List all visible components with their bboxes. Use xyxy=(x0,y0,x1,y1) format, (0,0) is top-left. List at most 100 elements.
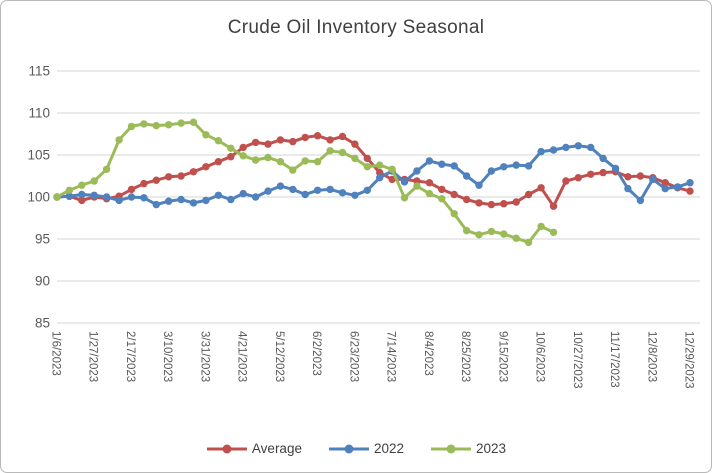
legend-marker-icon xyxy=(431,444,472,453)
series-marker-2023 xyxy=(102,165,111,173)
series-marker-2022 xyxy=(326,185,334,194)
y-axis-label: 95 xyxy=(35,232,50,247)
series-marker-2022 xyxy=(264,187,272,195)
legend-label: 2023 xyxy=(476,441,507,456)
series-marker-2023 xyxy=(388,165,396,173)
series-marker-average xyxy=(214,158,223,166)
series-marker-2023 xyxy=(326,147,334,155)
series-marker-average xyxy=(549,202,558,210)
series-marker-2023 xyxy=(202,131,210,139)
series-marker-2022 xyxy=(115,196,123,205)
series-marker-average xyxy=(574,174,582,182)
series-marker-2022 xyxy=(90,191,98,199)
series-marker-average xyxy=(512,198,520,206)
series-marker-2023 xyxy=(214,137,223,145)
series-marker-average xyxy=(376,168,384,177)
series-marker-2022 xyxy=(214,191,223,199)
series-marker-average xyxy=(78,196,86,205)
series-marker-2022 xyxy=(338,189,347,197)
series-marker-2022 xyxy=(227,195,235,204)
series-marker-2023 xyxy=(251,156,260,164)
x-axis-label: 10/6/2023 xyxy=(534,331,546,382)
series-marker-average xyxy=(636,172,645,180)
series-marker-2022 xyxy=(450,162,458,170)
series-marker-2023 xyxy=(276,158,285,166)
x-axis-label: 4/21/2023 xyxy=(236,331,248,382)
series-marker-average xyxy=(363,154,371,163)
series-marker-2022 xyxy=(500,163,508,171)
series-line-average xyxy=(55,134,692,208)
legend-item-2022: 2022 xyxy=(328,441,404,456)
y-axis-label: 100 xyxy=(27,190,50,205)
series-marker-average xyxy=(537,184,545,192)
y-axis-label: 110 xyxy=(28,106,50,121)
series-marker-2022 xyxy=(425,157,434,165)
x-axis-label: 7/14/2023 xyxy=(385,331,397,382)
series-marker-2022 xyxy=(562,143,570,152)
series-marker-average xyxy=(313,132,322,140)
x-axis-label: 9/15/2023 xyxy=(496,331,508,382)
legend: Average 2022 2023 xyxy=(1,441,711,456)
series-marker-average xyxy=(599,168,607,177)
series-marker-average xyxy=(388,175,396,184)
legend-marker-icon xyxy=(206,444,247,453)
series-marker-2022 xyxy=(313,186,322,194)
legend-item-average: Average xyxy=(206,441,302,456)
legend-marker-icon xyxy=(328,444,369,453)
series-marker-2023 xyxy=(363,163,371,171)
series-marker-2022 xyxy=(599,154,607,163)
series-marker-2022 xyxy=(65,192,74,200)
series-marker-2022 xyxy=(487,167,496,175)
series-marker-2022 xyxy=(574,142,582,150)
series-marker-average xyxy=(475,199,483,207)
series-marker-2022 xyxy=(475,181,483,189)
series-marker-2022 xyxy=(524,162,533,170)
x-axis-label: 1/27/2023 xyxy=(87,331,99,382)
x-axis-label: 3/10/2023 xyxy=(161,331,173,382)
x-axis-label: 10/27/2023 xyxy=(571,331,583,389)
x-axis-label: 8/4/2023 xyxy=(422,331,434,376)
x-axis-label: 1/6/2023 xyxy=(50,331,62,376)
series-marker-2023 xyxy=(165,121,173,129)
series-marker-2022 xyxy=(289,185,297,194)
series-marker-2022 xyxy=(127,193,136,201)
legend-label: Average xyxy=(251,441,302,456)
series-marker-average xyxy=(562,177,570,185)
series-marker-2023 xyxy=(475,231,483,239)
series-marker-average xyxy=(202,163,210,171)
y-axis-label: 105 xyxy=(27,148,50,163)
x-axis-label: 2/17/2023 xyxy=(124,331,136,382)
series-marker-2023 xyxy=(53,193,61,201)
series-marker-2022 xyxy=(636,196,645,205)
series-marker-average xyxy=(165,173,173,181)
series-marker-2023 xyxy=(413,182,421,190)
series-marker-2023 xyxy=(537,222,545,231)
series-marker-average xyxy=(140,179,148,188)
series-marker-2022 xyxy=(177,195,185,204)
series-marker-2023 xyxy=(127,122,136,131)
series-marker-average xyxy=(326,136,334,144)
series-marker-2023 xyxy=(351,154,359,163)
series-marker-2022 xyxy=(251,193,260,201)
series-marker-average xyxy=(264,140,272,148)
series-marker-2023 xyxy=(500,230,508,238)
series-marker-2023 xyxy=(140,120,148,128)
x-axis-label: 6/23/2023 xyxy=(347,331,359,382)
series-marker-2023 xyxy=(450,210,458,218)
series-marker-2022 xyxy=(661,184,669,193)
series-marker-2022 xyxy=(537,147,545,156)
series-marker-2023 xyxy=(90,177,98,185)
series-marker-2023 xyxy=(264,153,272,162)
series-marker-average xyxy=(289,137,297,146)
series-marker-2022 xyxy=(673,183,682,191)
series-marker-average xyxy=(351,140,359,148)
series-marker-average xyxy=(462,195,471,204)
series-marker-2022 xyxy=(152,200,160,209)
series-marker-2022 xyxy=(462,172,471,180)
x-axis-label: 12/29/2023 xyxy=(683,331,695,389)
x-axis-label: 6/2/2023 xyxy=(310,331,322,376)
series-marker-average xyxy=(338,132,347,141)
series-marker-average xyxy=(177,172,185,180)
legend-label: 2022 xyxy=(373,441,405,456)
series-marker-2023 xyxy=(524,238,533,247)
